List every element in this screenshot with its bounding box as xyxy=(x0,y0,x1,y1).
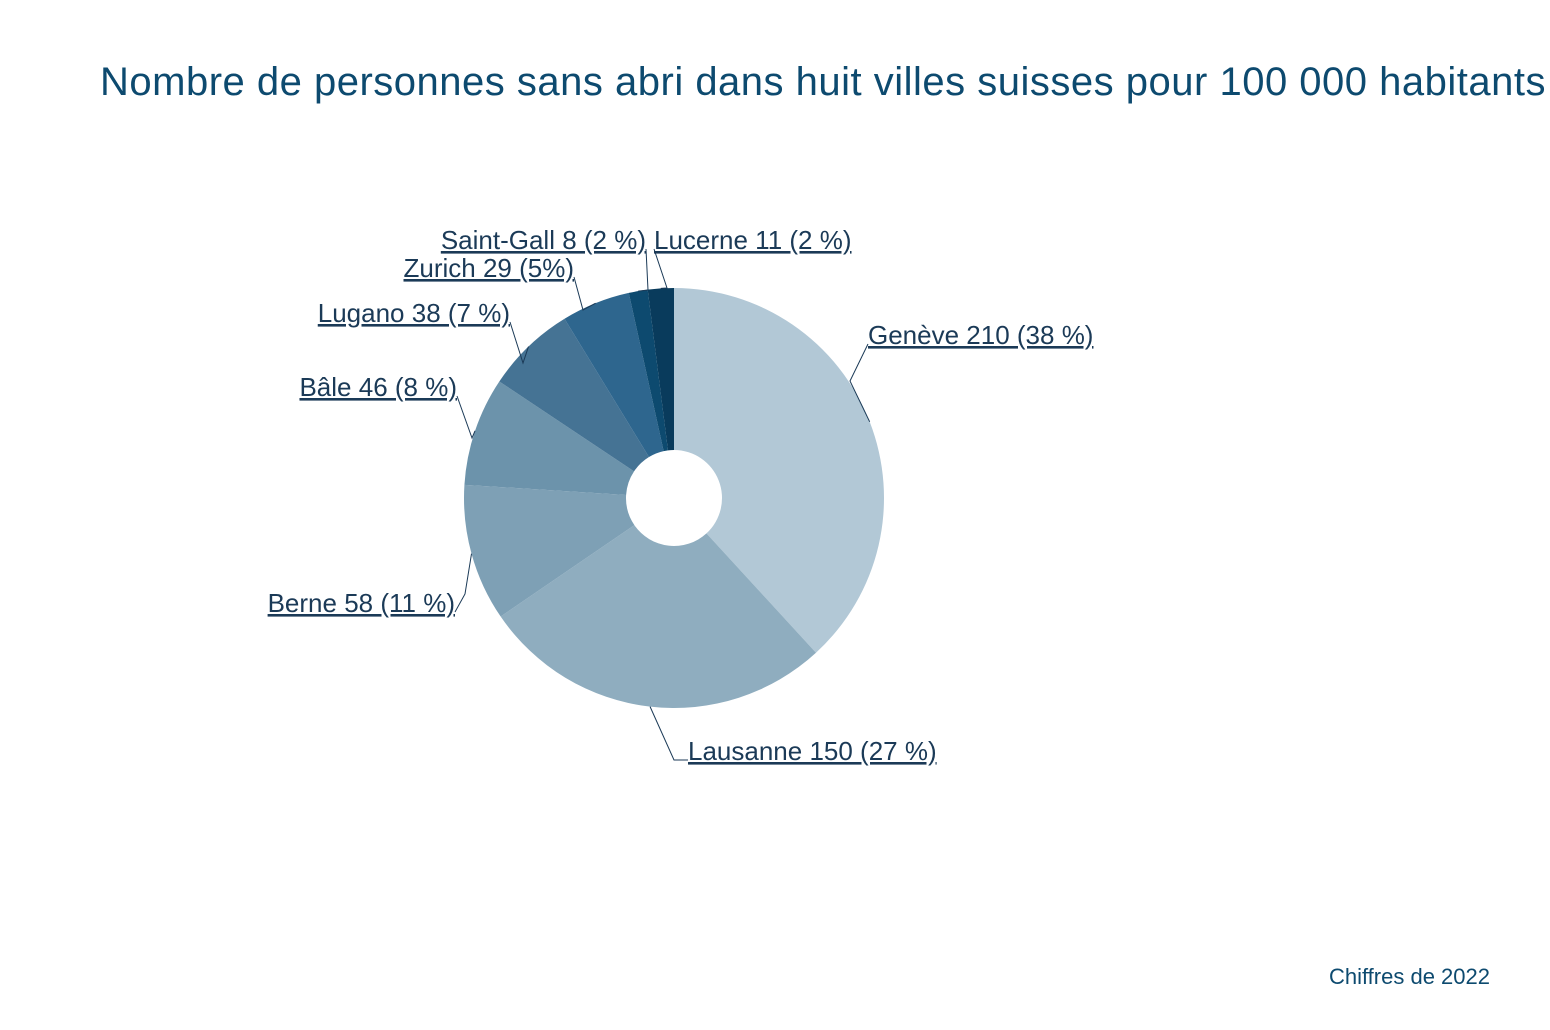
slice-label-lausanne: Lausanne 150 (27 %) xyxy=(688,736,937,766)
slice-label-saint-gall: Saint-Gall 8 (2 %) xyxy=(441,225,646,255)
slice-label-zurich: Zurich 29 (5%) xyxy=(404,253,575,283)
slice-label-genève: Genève 210 (38 %) xyxy=(868,320,1093,350)
slice-label-lugano: Lugano 38 (7 %) xyxy=(318,298,510,328)
leader-line xyxy=(638,249,648,291)
leader-line xyxy=(457,396,475,438)
slice-label-lucerne: Lucerne 11 (2 %) xyxy=(654,225,852,255)
pie-chart: Genève 210 (38 %) Lausanne 150 (27 %) Bern… xyxy=(0,0,1550,1030)
leader-line xyxy=(650,707,688,760)
leader-line xyxy=(455,554,472,612)
slice-label-berne: Berne 58 (11 %) xyxy=(268,588,455,618)
slice-label-bâle: Bâle 46 (8 %) xyxy=(299,372,457,402)
leader-line xyxy=(574,277,596,310)
